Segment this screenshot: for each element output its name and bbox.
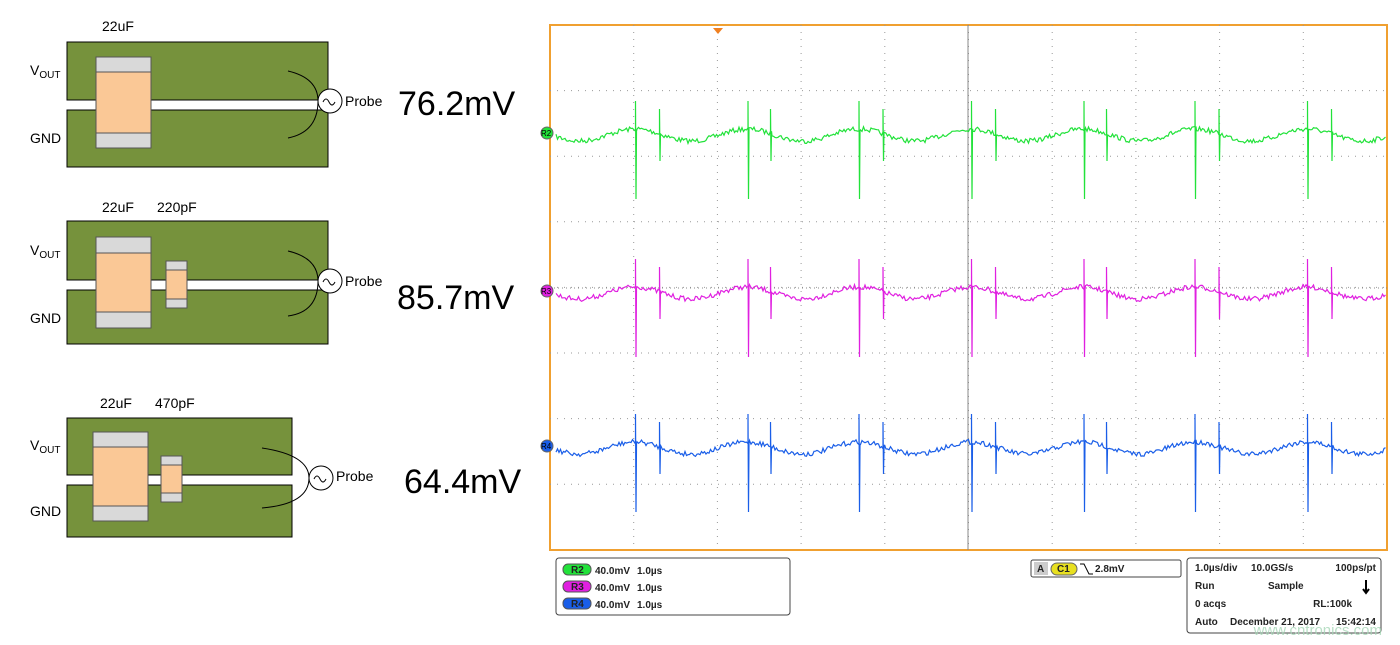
oscilloscope: R2 R3 R4 R2 40.0mV 1.0µs R3 40.0mV 1.0µs R4 40.0m… bbox=[540, 24, 1388, 639]
waveform bbox=[555, 258, 1386, 358]
trigger-mode-box bbox=[1034, 562, 1048, 575]
probe-symbol bbox=[317, 268, 343, 294]
trigger-source: C1 bbox=[1057, 564, 1070, 575]
capacitor-end bbox=[165, 260, 188, 271]
channel-time: 1.0µs bbox=[637, 566, 663, 577]
sample-rate: 10.0GS/s bbox=[1251, 563, 1294, 574]
trigger-mode-acq: Auto bbox=[1195, 617, 1218, 628]
timebase: 1.0µs/div bbox=[1195, 563, 1238, 574]
channel-time: 1.0µs bbox=[637, 583, 663, 594]
channel-time: 1.0µs bbox=[637, 600, 663, 611]
channel-badge-label: R2 bbox=[571, 565, 584, 576]
trigger-position bbox=[713, 28, 723, 34]
vout-main: V bbox=[30, 242, 40, 258]
trigger-mode: A bbox=[1037, 564, 1044, 575]
waveform bbox=[555, 413, 1386, 513]
acq-mode: Sample bbox=[1268, 581, 1304, 592]
diagram-2: 22uF 220pF VOUT GND Probe 85.7mV bbox=[30, 199, 514, 345]
channel-badge bbox=[562, 580, 592, 593]
gnd-label: GND bbox=[30, 130, 61, 146]
vout-sub: OUT bbox=[39, 70, 60, 81]
channel-badge-label: R4 bbox=[571, 599, 584, 610]
capacitor-end bbox=[160, 455, 183, 466]
gnd-label: GND bbox=[30, 503, 61, 519]
trigger-level: 2.8mV bbox=[1095, 564, 1125, 575]
measurement: 76.2mV bbox=[398, 85, 515, 123]
capacitor-end bbox=[160, 492, 183, 503]
probe-wire bbox=[287, 70, 319, 139]
capacitor-end bbox=[92, 431, 149, 448]
traces: R2 R3 R4 bbox=[540, 100, 1386, 513]
trigger-slope bbox=[1080, 563, 1093, 575]
probe-label: Probe bbox=[336, 468, 374, 484]
probe-label: Probe bbox=[345, 93, 383, 109]
watermark: www.cntronics.com bbox=[1253, 622, 1382, 639]
trigger-source-badge bbox=[1050, 562, 1078, 576]
resolution: 100ps/pt bbox=[1335, 563, 1376, 574]
measurement: 64.4mV bbox=[404, 463, 521, 501]
probe-wave bbox=[322, 278, 336, 286]
vout-label: VOUT bbox=[30, 437, 60, 456]
channel-rows: R2 40.0mV 1.0µs R3 40.0mV 1.0µs R4 40.0mV 1.0µs bbox=[562, 563, 663, 611]
capacitor-end bbox=[95, 132, 152, 149]
channel-panel bbox=[555, 557, 791, 616]
channel-badge bbox=[562, 597, 592, 610]
probe-wave bbox=[313, 475, 327, 483]
capacitor-end bbox=[95, 311, 152, 329]
waveform bbox=[555, 100, 1386, 200]
probe-symbol bbox=[308, 465, 334, 491]
record-length: RL:100k bbox=[1313, 599, 1352, 610]
capacitor-end bbox=[95, 236, 152, 254]
probe-wire bbox=[287, 250, 319, 317]
vout-label: VOUT bbox=[30, 62, 60, 81]
vout-label: VOUT bbox=[30, 242, 60, 261]
channel-badge bbox=[562, 563, 592, 576]
part-label: 22uF bbox=[102, 18, 134, 34]
channel-badge-label: R3 bbox=[571, 582, 584, 593]
acq-count: 0 acqs bbox=[1195, 599, 1227, 610]
channel-marker bbox=[540, 126, 554, 140]
diagram-3: 22uF 470pF VOUT GND Probe 64.4mV bbox=[30, 395, 521, 538]
diagram-1: 22uF VOUT GND Probe 76.2mV bbox=[30, 18, 515, 168]
probe-wire bbox=[261, 447, 310, 509]
probe-label: Probe bbox=[345, 273, 383, 289]
channel-marker bbox=[540, 439, 554, 453]
channel-marker-label: R4 bbox=[541, 442, 552, 451]
part-label: 22uF bbox=[100, 395, 132, 411]
vout-sub: OUT bbox=[39, 445, 60, 456]
vout-sub: OUT bbox=[39, 250, 60, 261]
date: December 21, 2017 bbox=[1230, 617, 1321, 628]
part-label: 220pF bbox=[157, 199, 197, 215]
clock: 15:42:14 bbox=[1336, 617, 1376, 628]
capacitor-end bbox=[92, 505, 149, 522]
part-label: 22uF bbox=[102, 199, 134, 215]
part-label: 470pF bbox=[155, 395, 195, 411]
channel-marker-label: R2 bbox=[541, 129, 552, 138]
measurement: 85.7mV bbox=[397, 279, 514, 317]
channel-marker bbox=[540, 284, 554, 298]
probe-wave bbox=[322, 98, 336, 106]
run-state: Run bbox=[1195, 581, 1214, 592]
vout-main: V bbox=[30, 62, 40, 78]
capacitor-end bbox=[95, 56, 152, 73]
channel-scale: 40.0mV bbox=[595, 583, 630, 594]
acquisition-panel bbox=[1186, 557, 1382, 634]
channel-scale: 40.0mV bbox=[595, 566, 630, 577]
channel-marker-label: R3 bbox=[541, 287, 552, 296]
gnd-label: GND bbox=[30, 310, 61, 326]
probe-symbol bbox=[317, 88, 343, 114]
vout-main: V bbox=[30, 437, 40, 453]
trigger-icon bbox=[1362, 580, 1370, 595]
channel-scale: 40.0mV bbox=[595, 600, 630, 611]
capacitor-end bbox=[165, 298, 188, 309]
